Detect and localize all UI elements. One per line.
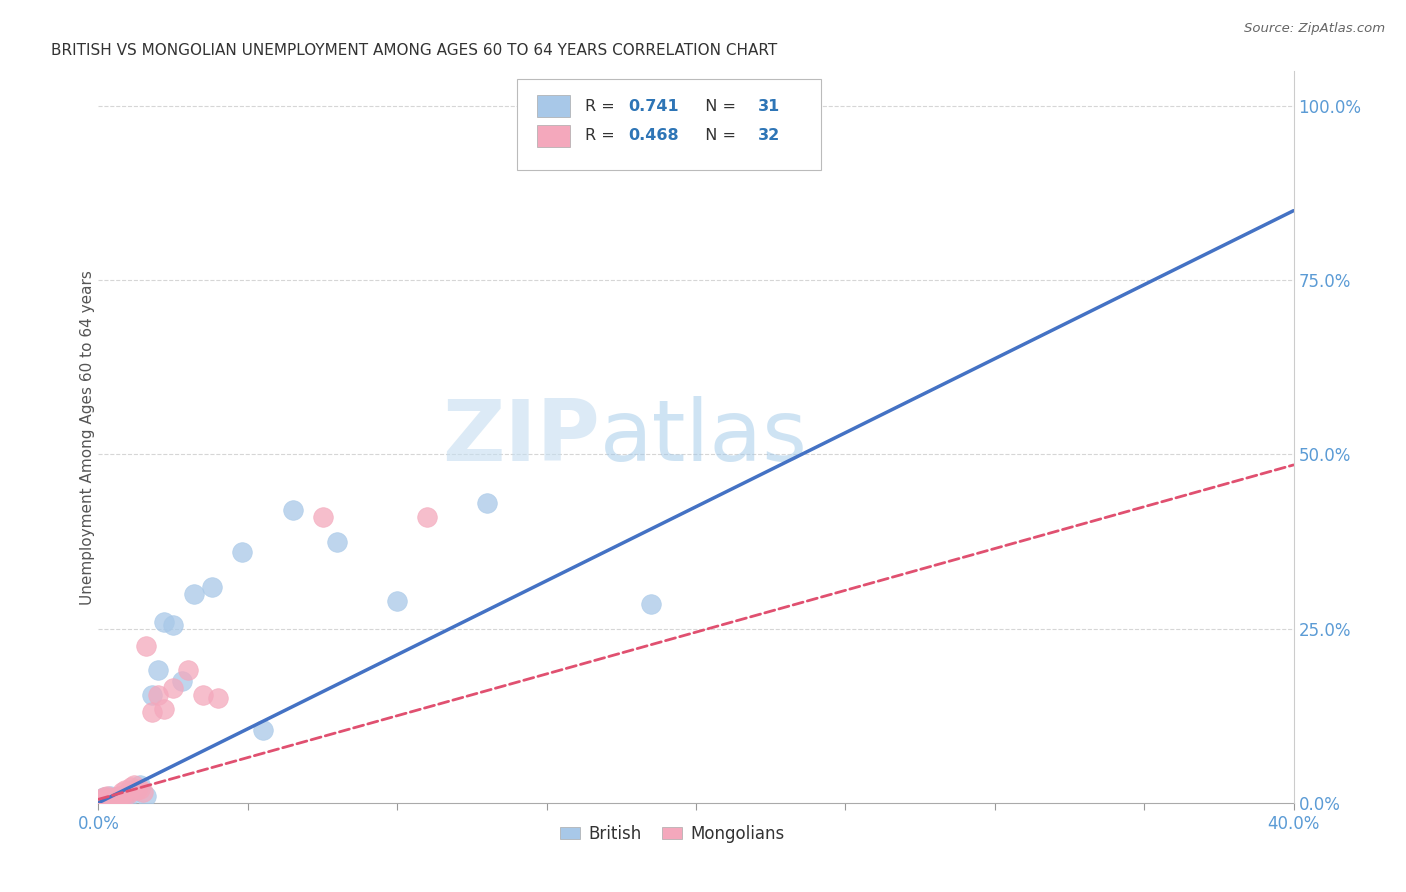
Text: 0.468: 0.468 [628,128,679,144]
Text: atlas: atlas [600,395,808,479]
Point [98,793,122,807]
Text: R =: R = [585,128,620,144]
Point [93,790,115,805]
Point [103,791,125,805]
Y-axis label: Unemployment Among Ages 60 to 64 years: Unemployment Among Ages 60 to 64 years [80,269,94,605]
Point [135,789,157,803]
Text: 31: 31 [758,99,780,114]
Text: R =: R = [585,99,620,114]
Point [124,781,146,796]
Point [207,691,229,706]
Point [111,789,134,803]
Point [148,664,170,678]
FancyBboxPatch shape [517,78,821,170]
Point [108,794,131,808]
Point [93,790,115,805]
Text: BRITISH VS MONGOLIAN UNEMPLOYMENT AMONG AGES 60 TO 64 YEARS CORRELATION CHART: BRITISH VS MONGOLIAN UNEMPLOYMENT AMONG … [51,43,778,58]
Text: 32: 32 [758,128,780,144]
Point [117,785,139,799]
Point [98,791,122,805]
Point [141,705,163,719]
Point [111,785,134,799]
Point [114,783,136,797]
Point [90,792,112,806]
Point [98,789,122,803]
Point [105,791,128,805]
Point [111,792,134,806]
Point [281,503,304,517]
Point [103,793,125,807]
Point [127,783,149,797]
Point [120,780,142,795]
Point [93,794,115,808]
Point [153,615,176,629]
Point [90,792,112,806]
Point [475,496,498,510]
Point [162,681,184,695]
Point [162,618,184,632]
Point [231,545,253,559]
Point [117,785,139,799]
Text: ZIP: ZIP [443,395,600,479]
Text: Source: ZipAtlas.com: Source: ZipAtlas.com [1244,22,1385,36]
Point [103,794,125,808]
Text: N =: N = [695,99,741,114]
Point [135,639,157,653]
Text: N =: N = [695,128,741,144]
Point [172,673,194,688]
Point [105,789,128,804]
Point [183,587,205,601]
Point [201,580,224,594]
Point [108,790,131,805]
Point [96,789,118,803]
Point [108,789,131,803]
Point [311,510,333,524]
Point [416,510,439,524]
Point [730,110,752,124]
Point [108,789,131,804]
Text: 0.741: 0.741 [628,99,679,114]
Point [96,794,118,808]
Point [252,723,274,737]
FancyBboxPatch shape [537,95,571,118]
Point [114,789,136,803]
Point [640,597,662,611]
Point [177,664,200,678]
Point [141,688,163,702]
Point [103,791,125,805]
Point [153,702,176,716]
Point [132,785,155,799]
FancyBboxPatch shape [537,125,571,146]
Point [191,688,214,702]
Point [326,534,349,549]
Point [129,781,152,796]
Point [124,778,146,792]
Point [105,792,128,806]
Point [385,594,409,608]
Legend: British, Mongolians: British, Mongolians [554,818,790,849]
Point [129,778,152,792]
Point [117,788,139,802]
Point [120,788,142,802]
Point [148,688,170,702]
